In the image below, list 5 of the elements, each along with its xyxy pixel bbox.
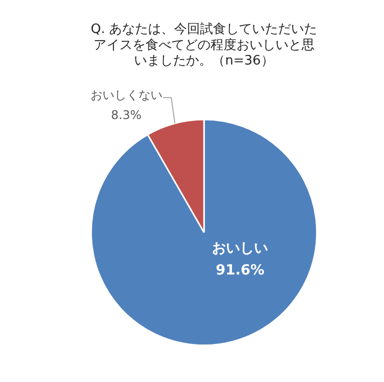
chart-title: Q. あなたは、今回試食していただいたアイスを食べてどの程度おいしいと思いましたか。（n=36） (90, 22, 318, 68)
data-label: 8.3% (111, 108, 142, 122)
slice-label: おいしい (212, 240, 268, 256)
data-label: 91.6% (216, 262, 264, 278)
slice-label: おいしくない (90, 88, 162, 102)
